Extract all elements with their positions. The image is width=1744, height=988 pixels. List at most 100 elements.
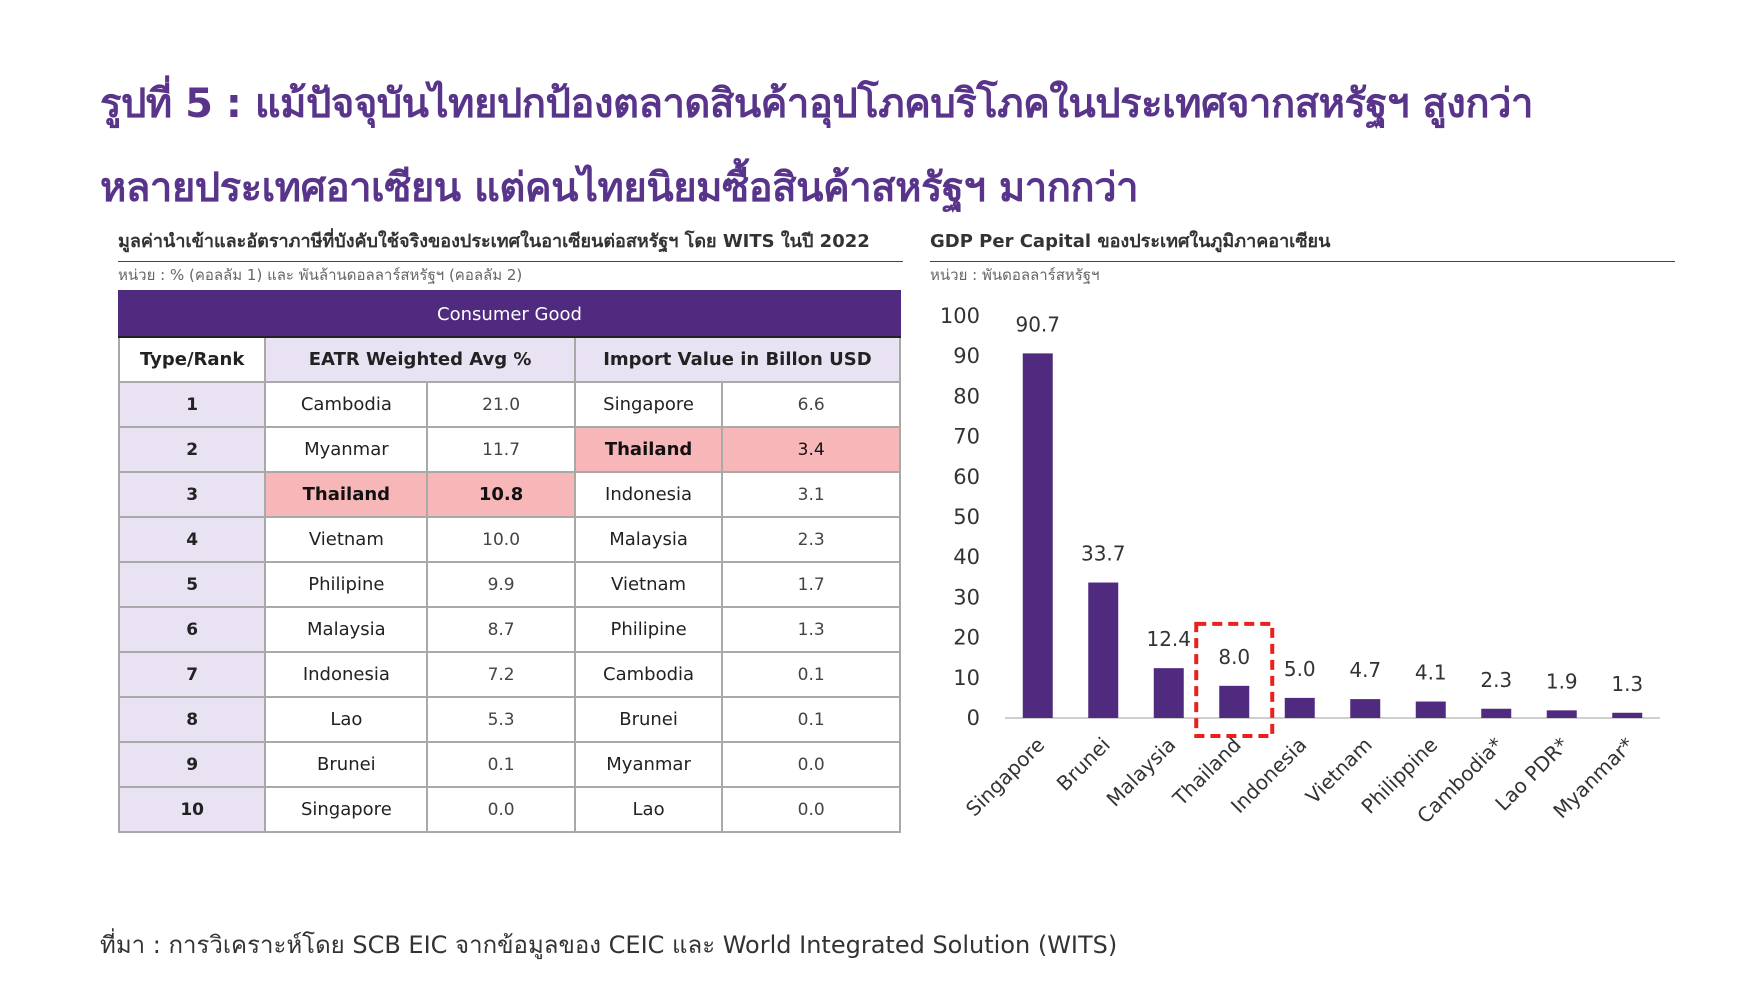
rank-cell: 10 bbox=[117, 786, 267, 833]
data-label: 4.1 bbox=[1415, 661, 1447, 685]
y-tick-label: 10 bbox=[953, 666, 980, 690]
table-title: มูลค่านำเข้าและอัตราภาษีที่บังคับใช้จริง… bbox=[118, 226, 903, 262]
import-country-cell: Lao bbox=[573, 786, 724, 833]
bar bbox=[1481, 708, 1512, 718]
data-label: 12.4 bbox=[1146, 627, 1191, 651]
import-country-cell: Myanmar bbox=[573, 741, 724, 788]
table-row: 8 Lao 5.3 Brunei 0.1 bbox=[117, 696, 901, 743]
import-value-cell: 2.3 bbox=[721, 516, 901, 563]
bar bbox=[1546, 710, 1577, 718]
eatr-value-cell: 9.9 bbox=[426, 561, 576, 608]
x-tick-label: Singapore bbox=[961, 733, 1049, 821]
import-value-cell: 1.7 bbox=[721, 561, 901, 608]
table-row: 6 Malaysia 8.7 Philipine 1.3 bbox=[117, 606, 901, 653]
eatr-value-cell: 0.1 bbox=[426, 741, 576, 788]
import-country-cell: Thailand bbox=[573, 426, 724, 473]
import-value-cell: 6.6 bbox=[721, 381, 901, 428]
y-tick-label: 40 bbox=[953, 545, 980, 569]
rank-cell: 9 bbox=[117, 741, 267, 788]
eatr-value-cell: 21.0 bbox=[426, 381, 576, 428]
import-value-cell: 0.1 bbox=[721, 651, 901, 698]
table-unit: หน่วย : % (คอลลัม 1) และ พันล้านดอลลาร์ส… bbox=[118, 266, 523, 284]
data-label: 8.0 bbox=[1218, 645, 1250, 669]
eatr-value-cell: 0.0 bbox=[426, 786, 576, 833]
table-row: 1 Cambodia 21.0 Singapore 6.6 bbox=[117, 381, 901, 428]
bar bbox=[1219, 685, 1250, 718]
eatr-country-cell: Vietnam bbox=[264, 516, 429, 563]
y-tick-label: 30 bbox=[953, 585, 980, 609]
header-eatr: EATR Weighted Avg % bbox=[264, 336, 576, 383]
highlight-box bbox=[1194, 621, 1275, 739]
eatr-value-cell: 10.8 bbox=[426, 471, 576, 518]
rank-cell: 8 bbox=[117, 696, 267, 743]
table-row: 4 Vietnam 10.0 Malaysia 2.3 bbox=[117, 516, 901, 563]
page-title-line-1: รูปที่ 5 : แม้ปัจจุบันไทยปกป้องตลาดสินค้… bbox=[100, 81, 1533, 127]
eatr-value-cell: 5.3 bbox=[426, 696, 576, 743]
bar bbox=[1612, 712, 1643, 718]
data-label: 2.3 bbox=[1480, 668, 1512, 692]
rank-cell: 4 bbox=[117, 516, 267, 563]
table-row: 3 Thailand 10.8 Indonesia 3.1 bbox=[117, 471, 901, 518]
y-tick-label: 60 bbox=[953, 465, 980, 489]
data-label: 90.7 bbox=[1015, 312, 1060, 336]
y-tick-label: 100 bbox=[940, 304, 980, 328]
data-label: 1.3 bbox=[1611, 672, 1643, 696]
import-country-cell: Vietnam bbox=[573, 561, 724, 608]
table-row: 7 Indonesia 7.2 Cambodia 0.1 bbox=[117, 651, 901, 698]
eatr-country-cell: Lao bbox=[264, 696, 429, 743]
table-banner: Consumer Good bbox=[118, 290, 901, 338]
table-row: 2 Myanmar 11.7 Thailand 3.4 bbox=[117, 426, 901, 473]
table-row: 9 Brunei 0.1 Myanmar 0.0 bbox=[117, 741, 901, 788]
rank-cell: 1 bbox=[117, 381, 267, 428]
y-tick-label: 70 bbox=[953, 425, 980, 449]
y-tick-label: 80 bbox=[953, 384, 980, 408]
header-type-rank: Type/Rank bbox=[117, 336, 267, 383]
eatr-country-cell: Cambodia bbox=[264, 381, 429, 428]
table-row: 10 Singapore 0.0 Lao 0.0 bbox=[117, 786, 901, 833]
import-country-cell: Philipine bbox=[573, 606, 724, 653]
rank-cell: 2 bbox=[117, 426, 267, 473]
bar bbox=[1153, 668, 1184, 718]
import-country-cell: Cambodia bbox=[573, 651, 724, 698]
y-tick-label: 90 bbox=[953, 344, 980, 368]
rank-cell: 7 bbox=[117, 651, 267, 698]
page-title-line-2: หลายประเทศอาเซียน แต่คนไทยนิยมซื้อสินค้า… bbox=[100, 165, 1139, 211]
import-value-cell: 1.3 bbox=[721, 606, 901, 653]
chart-title: GDP Per Capital ของประเทศในภูมิภาคอาเซีย… bbox=[930, 226, 1675, 262]
x-tick-label: Malaysia bbox=[1102, 733, 1181, 812]
import-value-cell: 3.4 bbox=[721, 426, 901, 473]
bar bbox=[1284, 697, 1315, 718]
import-country-cell: Singapore bbox=[573, 381, 724, 428]
gdp-bar-chart: 0 10 20 30 40 50 60 70 80 90 100 90.7 Singapore 33.7 B… bbox=[940, 304, 1660, 828]
data-label: 1.9 bbox=[1546, 669, 1578, 693]
import-value-cell: 0.1 bbox=[721, 696, 901, 743]
eatr-country-cell: Thailand bbox=[264, 471, 429, 518]
eatr-country-cell: Brunei bbox=[264, 741, 429, 788]
eatr-value-cell: 10.0 bbox=[426, 516, 576, 563]
import-value-cell: 3.1 bbox=[721, 471, 901, 518]
chart-unit: หน่วย : พันดอลลาร์สหรัฐฯ bbox=[930, 266, 1100, 284]
eatr-country-cell: Myanmar bbox=[264, 426, 429, 473]
y-tick-label: 50 bbox=[953, 505, 980, 529]
rank-cell: 5 bbox=[117, 561, 267, 608]
page-title: รูปที่ 5 : แม้ปัจจุบันไทยปกป้องตลาดสินค้… bbox=[100, 62, 1660, 230]
x-tick-label: Brunei bbox=[1052, 733, 1115, 796]
table-row: 5 Philipine 9.9 Vietnam 1.7 bbox=[117, 561, 901, 608]
rank-cell: 3 bbox=[117, 471, 267, 518]
data-label: 5.0 bbox=[1284, 657, 1316, 681]
eatr-value-cell: 8.7 bbox=[426, 606, 576, 653]
eatr-country-cell: Indonesia bbox=[264, 651, 429, 698]
header-import-value: Import Value in Billon USD bbox=[573, 336, 902, 383]
source-note: ที่มา : การวิเคราะห์โดย SCB EIC จากข้อมู… bbox=[100, 931, 1118, 959]
bar bbox=[1022, 353, 1053, 718]
bar bbox=[1415, 701, 1446, 718]
data-label: 4.7 bbox=[1349, 658, 1381, 682]
eatr-value-cell: 7.2 bbox=[426, 651, 576, 698]
eatr-value-cell: 11.7 bbox=[426, 426, 576, 473]
data-label: 33.7 bbox=[1081, 542, 1126, 566]
bar bbox=[1088, 582, 1119, 718]
rank-cell: 6 bbox=[117, 606, 267, 653]
eatr-country-cell: Malaysia bbox=[264, 606, 429, 653]
bar bbox=[1350, 699, 1381, 718]
y-tick-label: 0 bbox=[967, 706, 980, 730]
